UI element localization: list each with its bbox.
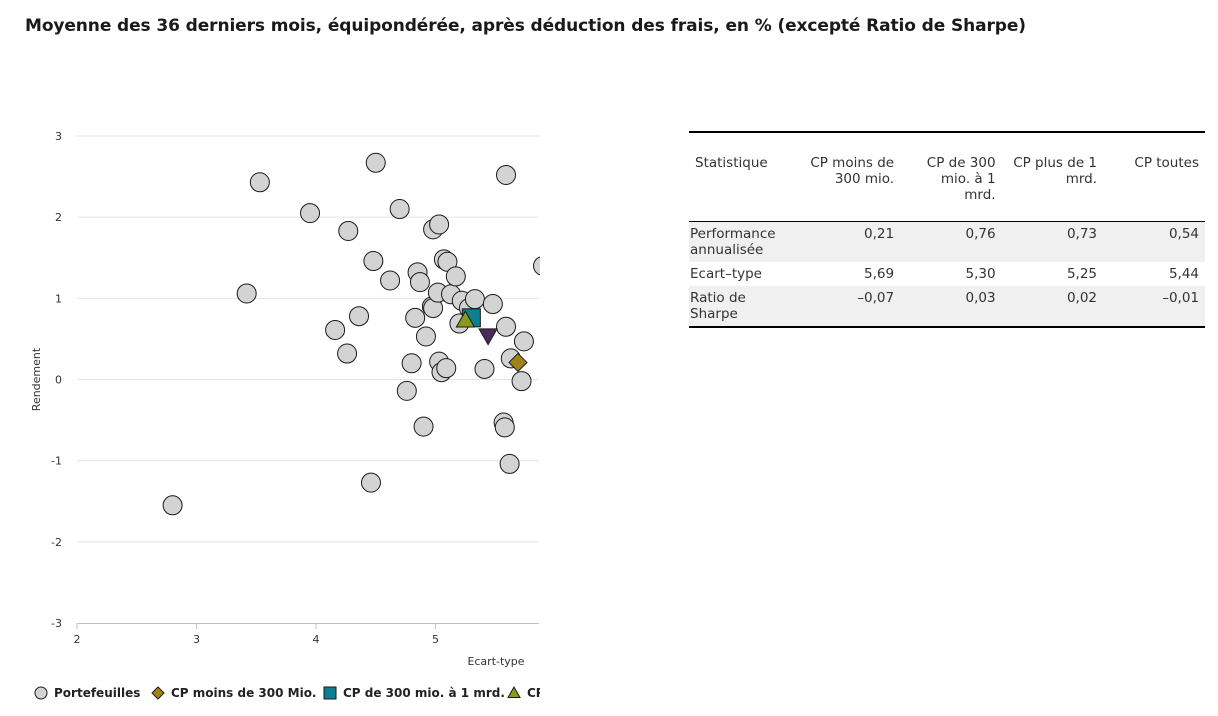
portfolio-point [401,353,422,374]
benchmark-point-triangle-up [455,310,476,328]
y-tick-label: -2 [51,536,62,549]
portfolio-point [496,316,517,337]
portfolio-point [474,358,495,379]
portfolio-point [464,289,485,310]
x-tick-label: 2 [74,633,81,646]
y-tick-label: -3 [51,617,62,630]
table-cell: 0,73 [1066,226,1098,242]
portfolio-point [405,307,426,328]
table-row: Ecart–type 5,69 5,30 5,25 5,44 [689,262,1205,286]
portfolio-point [360,472,381,493]
portfolio-point [409,272,430,293]
table-cell: 0,21 [864,226,895,242]
portfolio-point [380,270,401,291]
portfolio-point [511,371,532,392]
portfolio-point [494,417,515,438]
y-tick-label: 2 [55,211,62,224]
y-axis-label: Rendement [30,347,43,411]
portfolio-point [496,164,517,185]
portfolio-point [533,256,540,276]
legend: Portefeuilles CP moins de 300 Mio. CP de 3… [34,685,545,700]
y-tick-label: -1 [51,455,62,468]
x-axis-label: Ecart-type [467,655,524,668]
table-row: Performance annualisée 0,21 0,76 0,73 0,… [689,221,1205,262]
table-header-cp-mid: CP de 300 mio. à 1 mrd. [900,132,1001,222]
axes: 3 2 1 0 -1 -2 -3 2 3 4 5 Ecart-type Rendement [30,130,539,668]
y-tick-label: 0 [55,374,62,387]
portfolio-point [325,319,346,340]
benchmark-point-diamond [508,352,528,373]
table-cell: –0,07 [857,290,895,306]
table-cell: 0,54 [1168,226,1199,242]
portfolio-point [413,416,434,437]
portfolio-point [338,220,359,241]
legend-label: CP moins de 300 Mio. [171,686,317,700]
table-cell: 5,25 [1066,266,1098,282]
table-header-cp-all: CP toutes [1134,155,1199,171]
x-tick-label: 4 [313,633,320,646]
table-cell: 0,02 [1066,290,1098,306]
legend-marker-circle [34,686,48,700]
portfolio-point [363,250,384,271]
portfolio-point [499,453,520,474]
portfolio-point [396,380,417,401]
row-label: Ratio de Sharpe [690,290,746,322]
legend-label: Portefeuilles [54,686,140,700]
x-tick-label: 5 [432,633,439,646]
table-header-cp-large: CP plus de 1 mrd. [1002,132,1103,222]
grid-lines [77,135,539,543]
legend-marker-diamond [151,686,165,700]
legend-marker-triangle-up [507,685,521,698]
portfolio-point [389,199,410,220]
portfolio-point [337,343,358,364]
page-title: Moyenne des 36 derniers mois, équipondér… [25,16,1026,36]
portfolio-point [415,326,436,347]
portfolio-point [249,172,270,193]
table-header-statistique: Statistique [695,155,768,171]
statistics-table: Statistique CP moins de 300 mio. CP de 3… [689,131,1205,328]
portfolio-point [429,214,450,235]
table-header-row: Statistique CP moins de 300 mio. CP de 3… [689,132,1205,222]
table-cell: 5,30 [965,266,996,282]
portfolio-point [513,331,534,352]
table-cell: 0,03 [965,290,996,306]
portfolio-point [365,152,386,173]
table-cell: 5,69 [864,266,895,282]
header-text: CP de 300 mio. à 1 mrd. [926,155,996,203]
legend-items: Portefeuilles CP moins de 300 Mio. CP de 3… [34,685,545,700]
legend-label: CP de 300 mio. à 1 mrd. [343,686,505,700]
table-cell: 5,44 [1168,266,1199,282]
portfolio-point [445,266,466,287]
portfolio-point [300,203,321,224]
row-label: Performance annualisée [690,226,776,258]
portfolio-point [482,294,503,315]
table-cell: 0,76 [965,226,996,242]
portfolio-point [162,495,183,516]
table-header-cp-small: CP moins de 300 mio. [798,132,900,222]
y-tick-label: 1 [55,292,62,305]
portfolio-point [436,358,457,379]
data-points [162,152,540,516]
header-text: CP moins de 300 mio. [810,155,895,187]
table-cell: –0,01 [1162,290,1199,306]
portfolio-point [236,283,257,304]
legend-label: CP [527,686,545,700]
portfolio-point [349,306,370,327]
x-tick-label: 3 [193,633,200,646]
row-label: Ecart–type [690,266,762,282]
benchmark-point-triangle-down [478,328,498,346]
legend-marker-square [323,686,337,700]
header-text: CP plus de 1 mrd. [1013,155,1098,187]
y-tick-label: 3 [55,130,62,143]
table-row: Ratio de Sharpe –0,07 0,03 0,02 –0,01 [689,286,1205,327]
